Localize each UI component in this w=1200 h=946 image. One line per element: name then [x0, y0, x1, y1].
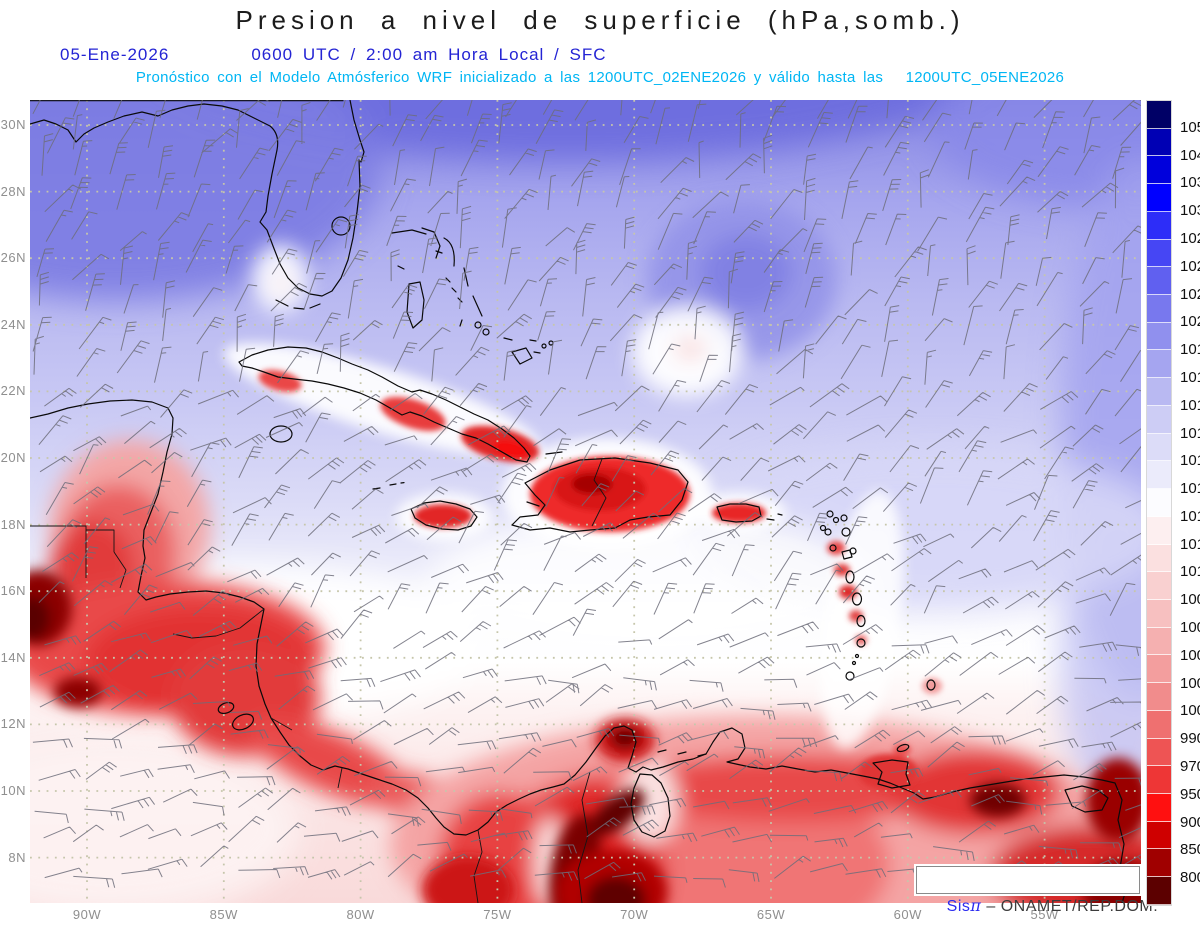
- lat-label: 20N: [0, 450, 26, 465]
- colorbar-swatch: [1147, 184, 1171, 212]
- colorbar-tick-label: 1014: [1180, 480, 1200, 498]
- colorbar-swatch: [1147, 821, 1171, 850]
- lat-label: 24N: [0, 316, 26, 332]
- colorbar-swatch: [1147, 849, 1171, 878]
- lat-label: 30N: [0, 117, 26, 132]
- valid-time-line: 05-Ene-2026 0600 UTC / 2:00 am Hora Loca…: [60, 45, 607, 65]
- valid-date: 05-Ene-2026: [60, 45, 170, 64]
- lat-label: 16N: [0, 583, 26, 599]
- lon-label: 85W: [209, 907, 238, 922]
- lat-lon-gridlines: [30, 100, 1141, 903]
- colorbar-swatch: [1147, 738, 1171, 767]
- colorbar-swatch: [1147, 572, 1171, 600]
- colorbar-tick-label: 970: [1180, 758, 1200, 776]
- valid-time: 0600 UTC / 2:00 am Hora Local / SFC: [251, 45, 607, 64]
- colorbar-labels: 1050 1040 1035 1030 1028 1025 1022 1020 1019 1018…: [1180, 100, 1200, 906]
- colorbar-tick-label: 1025: [1180, 257, 1200, 275]
- colorbar-tick-label: 1040: [1180, 146, 1200, 164]
- colorbar-tick-label: 900: [1180, 813, 1200, 831]
- colorbar-tick-label: 1013: [1180, 507, 1200, 525]
- colorbar-tick-label: 1020: [1180, 313, 1200, 331]
- colorbar-tick-label: 1004: [1180, 646, 1200, 664]
- pressure-map-svg: [30, 100, 1141, 903]
- lon-label: 75W: [483, 907, 512, 922]
- colorbar-tick-label: 1017: [1180, 396, 1200, 414]
- lat-label: 10N: [0, 783, 26, 798]
- colorbar-tick-label: 1035: [1180, 174, 1200, 192]
- lon-label: 60W: [893, 907, 922, 922]
- colorbar-tick-label: 1002: [1180, 674, 1200, 692]
- colorbar-swatch: [1147, 239, 1171, 268]
- colorbar-tick-label: 990: [1180, 730, 1200, 748]
- colorbar-swatch: [1147, 627, 1171, 656]
- lon-label: 80W: [346, 907, 375, 922]
- lat-label: 22N: [0, 383, 26, 399]
- lat-label: 18N: [0, 516, 26, 532]
- colorbar-swatch: [1147, 683, 1171, 711]
- colorbar-tick-label: 1030: [1180, 202, 1200, 220]
- colorbar-swatch: [1147, 544, 1171, 573]
- pressure-colorbar: [1146, 100, 1172, 906]
- credit-separator: –: [981, 898, 1001, 915]
- colorbar-swatch: [1147, 128, 1171, 157]
- colorbar-swatch: [1147, 322, 1171, 351]
- colorbar-swatch: [1147, 211, 1171, 240]
- colorbar-swatch: [1147, 350, 1171, 379]
- colorbar-swatch: [1147, 433, 1171, 462]
- sispi-brand: Sis: [946, 898, 971, 915]
- colorbar-tick-label: 950: [1180, 785, 1200, 803]
- colorbar-tick-label: 1015: [1180, 452, 1200, 470]
- colorbar-tick-label: 1016: [1180, 424, 1200, 442]
- colorbar-swatch: [1147, 461, 1171, 490]
- forecast-init-line: Pronóstico con el Modelo Atmósferico WRF…: [135, 69, 1065, 86]
- colorbar-tick-label: 1019: [1180, 341, 1200, 359]
- colorbar-tick-label: 1008: [1180, 591, 1200, 609]
- colorbar-swatch: [1147, 877, 1171, 905]
- pressure-map-page: Presion a nivel de superficie (hPa,somb.…: [1, 5, 1200, 922]
- colorbar-swatch: [1147, 101, 1171, 129]
- lat-label: 12N: [0, 716, 26, 732]
- colorbar-tick-label: 1012: [1180, 535, 1200, 553]
- lat-label: 14N: [0, 649, 26, 665]
- colorbar-swatch: [1147, 710, 1171, 739]
- colorbar-tick-label: 850: [1180, 841, 1200, 859]
- colorbar-swatch: [1147, 156, 1171, 185]
- lon-label: 70W: [620, 907, 649, 922]
- lat-label: 8N: [8, 849, 26, 865]
- latitude-axis: 30N 28N 26N 24N 22N 20N 18N 16N 14N 12N 10N 8N: [0, 100, 26, 903]
- lat-label: 28N: [0, 183, 26, 199]
- colorbar-swatch: [1147, 599, 1171, 628]
- colorbar-swatch: [1147, 267, 1171, 296]
- colorbar-swatch: [1147, 766, 1171, 794]
- pi-glyph: π: [970, 896, 982, 915]
- lon-label: 90W: [72, 907, 102, 922]
- wind-barbs: [32, 100, 1141, 888]
- longitude-axis: 90W 85W 80W 75W 70W 65W 60W 55W: [30, 905, 1141, 925]
- colorbar-swatch: [1147, 295, 1171, 323]
- colorbar-swatch: [1147, 405, 1171, 434]
- pressure-shading: [30, 100, 1141, 903]
- lon-label: 55W: [1023, 907, 1067, 922]
- colorbar-swatch: [1147, 516, 1171, 545]
- colorbar-tick-label: 1000: [1180, 702, 1200, 720]
- colorbar-swatch: [1147, 793, 1171, 822]
- colorbar-tick-label: 1028: [1180, 229, 1200, 247]
- colorbar-swatch: [1147, 378, 1171, 406]
- colorbar-tick-label: 800: [1180, 869, 1200, 887]
- page-title: Presion a nivel de superficie (hPa,somb.…: [235, 5, 965, 35]
- credit-org: ONAMET/REP.DOM.: [1000, 898, 1159, 915]
- map-area: 30N 28N 26N 24N 22N 20N 18N 16N 14N 12N 10N 8N 90W 8…: [1, 100, 1158, 922]
- lon-label: 65W: [756, 907, 786, 922]
- colorbar-tick-label: 1006: [1180, 619, 1200, 637]
- colorbar-tick-label: 1022: [1180, 285, 1200, 303]
- colorbar-swatch: [1147, 489, 1171, 517]
- lat-label: 26N: [0, 250, 26, 266]
- colorbar-tick-label: 1050: [1180, 118, 1200, 136]
- colorbar-swatches: [1146, 100, 1172, 906]
- colorbar-swatch: [1147, 655, 1171, 684]
- credit-badge: Sisπ – ONAMET/REP.DOM.: [914, 864, 1158, 915]
- colorbar-tick-label: 1018: [1180, 368, 1200, 386]
